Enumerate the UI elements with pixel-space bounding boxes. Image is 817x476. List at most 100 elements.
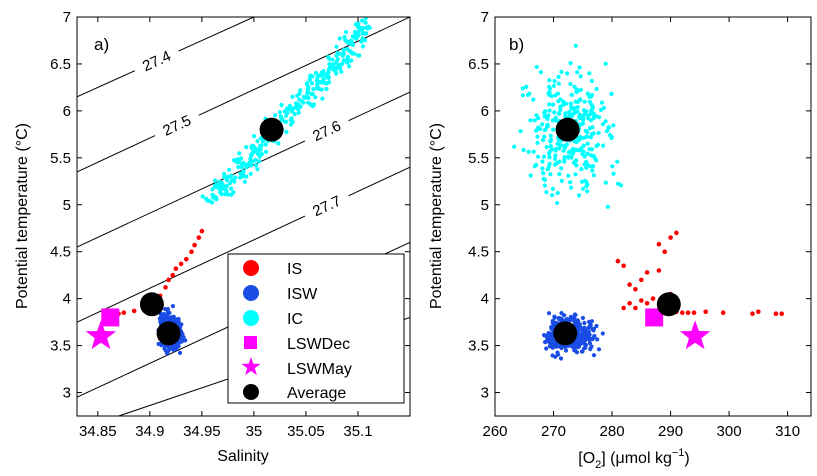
data-point <box>571 111 576 116</box>
data-point <box>230 178 235 183</box>
panel-label-b: b) <box>509 35 524 54</box>
data-point <box>578 87 584 92</box>
data-point <box>192 242 197 248</box>
data-point <box>582 328 587 333</box>
data-point <box>291 106 296 111</box>
data-point <box>319 73 324 78</box>
lswdec-marker <box>101 308 120 327</box>
data-point <box>360 36 365 41</box>
data-point <box>575 99 580 104</box>
data-point <box>582 178 588 183</box>
data-point <box>592 114 597 120</box>
data-point <box>520 93 526 98</box>
data-point <box>360 44 365 49</box>
data-point <box>315 75 320 80</box>
data-point <box>248 171 253 176</box>
data-point <box>585 189 590 194</box>
data-point <box>536 154 541 159</box>
data-point <box>556 111 562 116</box>
data-point <box>236 164 241 170</box>
data-point <box>577 137 582 142</box>
x-tick-label: 35.1 <box>343 423 372 440</box>
data-point <box>571 150 576 155</box>
data-point <box>174 319 179 324</box>
data-point <box>557 159 562 164</box>
data-point <box>196 235 202 240</box>
data-point <box>546 330 551 336</box>
data-point <box>559 166 564 171</box>
data-point <box>234 159 239 164</box>
data-point <box>590 125 595 130</box>
data-point <box>570 106 575 111</box>
data-point <box>605 128 610 133</box>
data-point <box>279 102 284 108</box>
data-point <box>229 186 234 191</box>
data-point <box>558 142 563 148</box>
data-point <box>544 144 549 150</box>
density-contour <box>77 70 135 98</box>
data-point <box>545 116 550 121</box>
data-point <box>540 122 545 127</box>
data-point <box>339 69 344 74</box>
data-point <box>585 141 590 146</box>
data-point <box>587 147 592 152</box>
data-point <box>563 348 569 353</box>
data-point <box>305 91 310 96</box>
legend-marker-lswdec <box>244 336 257 349</box>
lswmay-marker <box>679 320 711 350</box>
data-point <box>575 70 580 75</box>
data-point <box>280 116 285 121</box>
data-point <box>668 235 673 240</box>
data-point <box>349 50 354 55</box>
data-point <box>253 157 258 162</box>
data-point <box>577 322 582 327</box>
data-point <box>555 91 561 96</box>
data-point <box>603 61 608 66</box>
data-point <box>565 71 570 76</box>
data-point <box>587 71 592 76</box>
legend-box <box>227 253 405 404</box>
data-point <box>562 159 567 164</box>
data-point <box>160 315 165 320</box>
data-point <box>525 92 531 97</box>
data-point <box>548 336 554 342</box>
data-point <box>549 94 554 99</box>
data-point <box>586 116 591 121</box>
data-point <box>258 147 263 152</box>
panel-b: 260 270 280 290 300 310 3 3.5 4 4.5 5 5.5 6 6.5 7 b) [… <box>428 9 812 471</box>
data-point <box>205 198 210 203</box>
data-point <box>289 116 294 121</box>
data-point <box>263 142 268 147</box>
data-point <box>224 178 230 183</box>
data-point <box>573 43 578 48</box>
x-tick-label: 280 <box>600 423 625 440</box>
data-point <box>591 111 596 116</box>
data-point <box>326 70 331 75</box>
data-point <box>290 119 295 124</box>
data-point <box>576 193 582 198</box>
data-point <box>587 324 592 329</box>
data-point <box>546 113 551 118</box>
data-point <box>259 143 264 148</box>
data-point <box>562 344 567 349</box>
data-point <box>255 139 260 144</box>
data-point <box>568 81 573 87</box>
data-point <box>553 146 558 152</box>
data-point <box>587 94 592 99</box>
data-point <box>254 147 259 153</box>
data-point <box>550 353 555 358</box>
data-point <box>585 151 590 156</box>
data-point <box>581 143 586 148</box>
y-tick-label: 3.5 <box>50 338 71 355</box>
data-point <box>512 144 517 149</box>
data-point <box>541 171 546 176</box>
data-point <box>214 182 219 187</box>
axis-ticks-b: 260 270 280 290 300 310 3 3.5 4 4.5 5 5.5 6 6.5 7 <box>468 9 811 440</box>
data-point <box>550 339 556 345</box>
data-point <box>535 134 540 139</box>
panel-label-a: a) <box>94 35 109 54</box>
data-point <box>528 118 533 123</box>
data-point <box>627 301 632 306</box>
data-point <box>553 153 558 158</box>
data-point <box>578 97 583 102</box>
